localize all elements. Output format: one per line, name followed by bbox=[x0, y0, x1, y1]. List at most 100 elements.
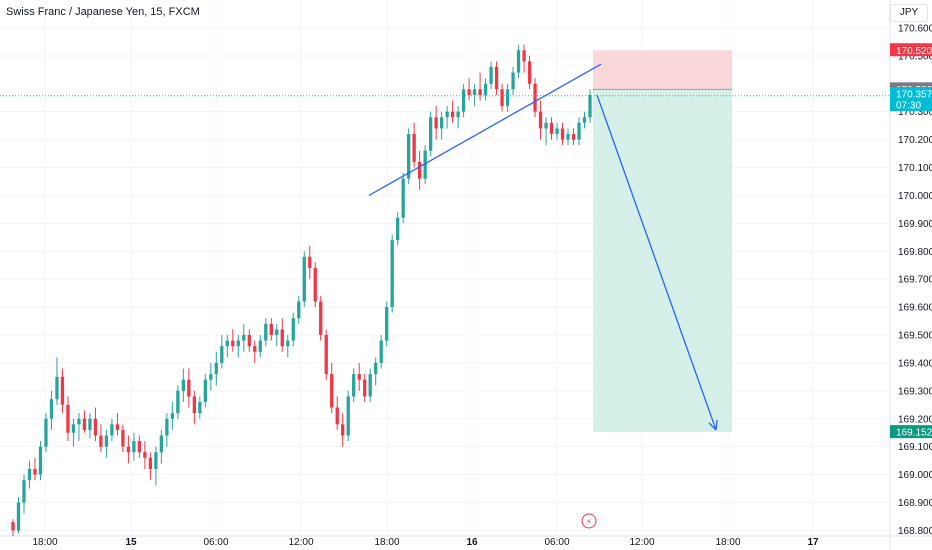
candle-body bbox=[297, 301, 301, 319]
candle-body bbox=[44, 418, 48, 447]
candle-body bbox=[445, 111, 449, 118]
y-tick-label: 169.300 bbox=[898, 386, 932, 397]
candle-body bbox=[478, 89, 482, 95]
lightning-icon-glyph: ⚡ bbox=[586, 518, 592, 528]
candle-body bbox=[428, 117, 433, 151]
candle-body bbox=[522, 50, 526, 62]
stop-loss-zone bbox=[593, 50, 732, 90]
time-axis: 18:00 15 06:00 12:00 18:00 16 06:00 12:00 18:00 1… bbox=[32, 537, 819, 548]
candle-body bbox=[396, 217, 400, 241]
y-tick-label: 169.100 bbox=[898, 442, 932, 453]
currency-label[interactable]: JPY bbox=[890, 4, 928, 22]
candle-body bbox=[214, 362, 218, 375]
candle-body bbox=[533, 83, 537, 112]
candle-body bbox=[560, 128, 565, 140]
symbol-title: Swiss Franc / Japanese Yen, 15, FXCM bbox=[6, 6, 200, 18]
candle-body bbox=[137, 441, 142, 453]
x-tick-label: 15 bbox=[125, 537, 137, 548]
y-tick-label: 170.500 bbox=[898, 51, 932, 62]
x-tick-label: 06:00 bbox=[203, 537, 228, 548]
drawings: ⚡ bbox=[0, 63, 890, 529]
candle-body bbox=[60, 376, 65, 405]
position-zones bbox=[593, 50, 732, 433]
candle-body bbox=[407, 134, 411, 179]
candle-body bbox=[582, 117, 587, 123]
candle-body bbox=[352, 374, 356, 397]
candle-body bbox=[16, 502, 21, 531]
candle-body bbox=[220, 346, 224, 363]
candle-body bbox=[538, 111, 543, 129]
candle-body bbox=[154, 452, 158, 469]
candle-body bbox=[11, 522, 15, 531]
target-price-badge-text: 169.152 bbox=[896, 428, 932, 439]
arrow-head bbox=[715, 419, 718, 430]
candle-body bbox=[544, 122, 548, 129]
candle-body bbox=[302, 256, 306, 302]
candle-body bbox=[192, 396, 196, 414]
candle-body bbox=[527, 61, 532, 84]
y-tick-label: 169.900 bbox=[898, 219, 932, 230]
candle-body bbox=[82, 418, 87, 430]
candle-body bbox=[165, 418, 169, 436]
x-tick-label: 06:00 bbox=[544, 537, 569, 548]
candle-body bbox=[110, 424, 114, 436]
candle-body bbox=[330, 374, 334, 408]
y-tick-label: 170.000 bbox=[898, 191, 932, 202]
candle-body bbox=[346, 396, 350, 436]
candle-body bbox=[49, 399, 54, 419]
candle-body bbox=[450, 111, 455, 118]
candle-body bbox=[264, 323, 268, 341]
candle-body bbox=[236, 340, 240, 347]
current-price-badge-text: 170.357 bbox=[896, 90, 932, 101]
candle-body bbox=[335, 407, 339, 425]
candle-body bbox=[77, 418, 81, 425]
y-tick-label: 169.700 bbox=[898, 275, 932, 286]
take-profit-zone bbox=[593, 89, 732, 433]
candle-body bbox=[456, 111, 460, 118]
price-axis: 170.600 170.500 170.300 170.200 170.100 170.0… bbox=[898, 23, 932, 537]
candle-body bbox=[494, 67, 499, 90]
candle-body bbox=[71, 424, 76, 433]
candle-body bbox=[461, 89, 466, 112]
y-tick-label: 170.300 bbox=[898, 107, 932, 118]
candle-body bbox=[341, 424, 345, 436]
candle-body bbox=[159, 435, 164, 453]
candle-body bbox=[198, 402, 202, 414]
candle-body bbox=[412, 134, 416, 162]
candle-body bbox=[439, 117, 444, 129]
candle-body bbox=[291, 318, 295, 341]
candle-body bbox=[280, 329, 284, 347]
candle-body bbox=[368, 374, 372, 397]
candle-body bbox=[38, 446, 43, 475]
candle-body bbox=[571, 134, 576, 140]
candle-body bbox=[417, 161, 422, 179]
y-tick-label: 168.800 bbox=[898, 526, 932, 537]
candle-body bbox=[472, 89, 477, 95]
candle-body bbox=[115, 424, 120, 430]
candle-body bbox=[148, 457, 153, 469]
candle-body bbox=[566, 134, 570, 140]
x-tick-label: 17 bbox=[807, 537, 819, 548]
y-tick-label: 169.500 bbox=[898, 331, 932, 342]
y-tick-label: 169.600 bbox=[898, 303, 932, 314]
candle-body bbox=[66, 404, 70, 433]
candle-body bbox=[93, 418, 98, 436]
x-tick-label: 18:00 bbox=[32, 537, 57, 548]
x-tick-label: 12:00 bbox=[629, 537, 654, 548]
candle-body bbox=[121, 429, 125, 447]
candle-body bbox=[319, 301, 323, 335]
candle-body bbox=[258, 340, 262, 352]
candle-body bbox=[22, 480, 26, 503]
candle-body bbox=[434, 117, 438, 129]
candle-body bbox=[363, 379, 367, 397]
candle-body bbox=[143, 452, 147, 458]
candle-body bbox=[379, 340, 383, 363]
candle-body bbox=[511, 72, 515, 90]
candle-body bbox=[55, 376, 59, 400]
candle-body bbox=[99, 435, 103, 447]
candle-body bbox=[500, 89, 504, 107]
